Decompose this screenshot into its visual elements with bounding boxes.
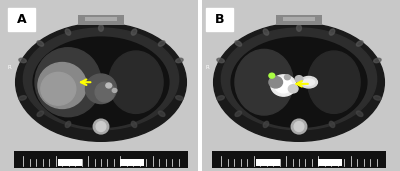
- Text: R: R: [8, 65, 12, 70]
- Ellipse shape: [263, 121, 269, 128]
- Text: A: A: [17, 13, 26, 26]
- Ellipse shape: [303, 79, 314, 86]
- Ellipse shape: [41, 72, 76, 105]
- Circle shape: [269, 73, 275, 78]
- Ellipse shape: [158, 41, 165, 46]
- Circle shape: [271, 75, 296, 96]
- Ellipse shape: [269, 76, 282, 88]
- Ellipse shape: [356, 111, 363, 116]
- Ellipse shape: [294, 122, 304, 131]
- Ellipse shape: [19, 58, 26, 63]
- Ellipse shape: [86, 74, 116, 104]
- Ellipse shape: [35, 48, 101, 117]
- Circle shape: [284, 75, 290, 80]
- Ellipse shape: [296, 25, 302, 31]
- FancyBboxPatch shape: [8, 8, 35, 31]
- Ellipse shape: [109, 51, 163, 113]
- Ellipse shape: [158, 111, 165, 116]
- Ellipse shape: [16, 23, 186, 141]
- Ellipse shape: [176, 96, 183, 100]
- Circle shape: [112, 88, 117, 92]
- Circle shape: [295, 76, 303, 82]
- Ellipse shape: [33, 37, 169, 127]
- Ellipse shape: [23, 28, 179, 130]
- Bar: [256, 159, 280, 166]
- Text: B: B: [215, 13, 224, 26]
- Ellipse shape: [235, 49, 293, 115]
- Ellipse shape: [231, 37, 367, 127]
- Ellipse shape: [235, 41, 242, 46]
- Bar: [276, 15, 322, 25]
- Ellipse shape: [356, 41, 363, 46]
- Ellipse shape: [37, 111, 44, 116]
- Ellipse shape: [291, 119, 307, 134]
- Ellipse shape: [235, 111, 242, 116]
- Ellipse shape: [296, 125, 302, 131]
- FancyBboxPatch shape: [206, 8, 233, 31]
- Bar: [86, 17, 116, 22]
- Ellipse shape: [93, 119, 109, 134]
- Ellipse shape: [217, 96, 224, 100]
- Bar: [78, 15, 124, 25]
- Ellipse shape: [98, 25, 104, 31]
- Circle shape: [106, 83, 112, 88]
- Ellipse shape: [131, 29, 137, 35]
- Ellipse shape: [308, 51, 360, 113]
- Text: R: R: [206, 65, 210, 70]
- Ellipse shape: [131, 121, 137, 128]
- Ellipse shape: [222, 28, 377, 130]
- Ellipse shape: [176, 58, 183, 63]
- Ellipse shape: [217, 58, 224, 63]
- Ellipse shape: [19, 96, 26, 100]
- Bar: [318, 159, 342, 166]
- Bar: [212, 151, 386, 168]
- Ellipse shape: [98, 125, 104, 131]
- Circle shape: [288, 85, 298, 93]
- Ellipse shape: [300, 76, 318, 88]
- Ellipse shape: [263, 29, 269, 35]
- Ellipse shape: [38, 63, 86, 108]
- Circle shape: [275, 78, 292, 93]
- Ellipse shape: [96, 122, 106, 131]
- Ellipse shape: [214, 23, 384, 141]
- Ellipse shape: [65, 121, 71, 128]
- Ellipse shape: [37, 41, 44, 46]
- Bar: [120, 159, 144, 166]
- Ellipse shape: [95, 82, 114, 102]
- Ellipse shape: [329, 29, 335, 35]
- Bar: [14, 151, 188, 168]
- Ellipse shape: [65, 29, 71, 35]
- Ellipse shape: [374, 58, 381, 63]
- Bar: [284, 17, 314, 22]
- Ellipse shape: [329, 121, 335, 128]
- Ellipse shape: [374, 96, 381, 100]
- Bar: [58, 159, 82, 166]
